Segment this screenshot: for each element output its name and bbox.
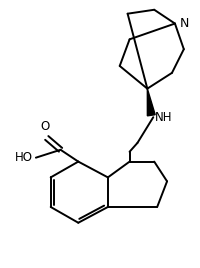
Polygon shape — [147, 89, 155, 116]
Text: N: N — [180, 17, 189, 30]
Text: O: O — [40, 120, 49, 133]
Text: HO: HO — [15, 151, 33, 164]
Text: NH: NH — [155, 111, 173, 124]
